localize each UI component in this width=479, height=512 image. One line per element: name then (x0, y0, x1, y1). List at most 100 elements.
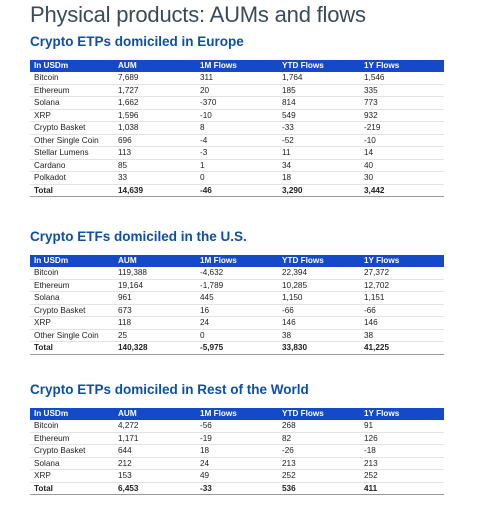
table-cell: 252 (278, 469, 360, 483)
column-header: YTD Flows (282, 256, 324, 266)
table-cell: 644 (114, 444, 196, 458)
table-cell: Cardano (30, 159, 114, 172)
table-row: Bitcoin 7,689 311 1,764 1,546 (30, 72, 444, 85)
table-cell: 311 (196, 72, 278, 85)
europe-section: Crypto ETPs domiciled in Europe In USDm A… (30, 33, 444, 197)
table-cell: 252 (360, 469, 444, 483)
table-cell: -4 (196, 134, 278, 147)
table-row: Solana 1,662 -370 814 773 (30, 96, 444, 110)
table-cell: 4,272 (114, 420, 196, 433)
table-cell: Solana (30, 291, 114, 305)
table-cell: -5,975 (196, 341, 278, 355)
table-cell: 773 (360, 96, 444, 110)
table-cell: Bitcoin (30, 420, 114, 433)
table-cell: 153 (114, 469, 196, 483)
table-cell: -3 (196, 146, 278, 160)
table-cell: -33 (278, 121, 360, 135)
table-cell: 146 (278, 316, 360, 330)
table-cell: Ethereum (30, 84, 114, 97)
table-cell: Total (30, 341, 114, 355)
column-header: 1Y Flows (364, 409, 400, 419)
table-cell: 185 (278, 84, 360, 97)
table-cell: 16 (196, 304, 278, 317)
table-cell: -56 (196, 420, 278, 433)
table-cell: 0 (196, 171, 278, 185)
table-cell: 0 (196, 329, 278, 342)
table-cell: 213 (360, 457, 444, 470)
column-header: 1M Flows (200, 61, 237, 71)
table-cell: 119,388 (114, 267, 196, 280)
table-cell: 536 (278, 481, 360, 495)
table-cell: 146 (360, 316, 444, 330)
table-cell: -66 (278, 304, 360, 317)
table-row: Bitcoin 4,272 -56 268 91 (30, 420, 444, 433)
table-cell: Crypto Basket (30, 121, 114, 135)
column-header: 1M Flows (200, 409, 237, 419)
table-cell: 126 (360, 432, 444, 445)
table-cell: 1,546 (360, 72, 444, 85)
table-cell: 85 (114, 159, 196, 172)
table-cell: 411 (360, 481, 444, 495)
table-cell: Total (30, 481, 114, 495)
table-cell: 18 (278, 171, 360, 185)
table-cell: 34 (278, 159, 360, 172)
table-cell: -18 (360, 444, 444, 458)
column-header: In USDm (34, 61, 69, 71)
table-cell: 549 (278, 109, 360, 122)
table-cell: 1,764 (278, 72, 360, 85)
table-cell: 41,225 (360, 341, 444, 355)
table-cell: 1,150 (278, 291, 360, 305)
table-cell: 91 (360, 420, 444, 433)
table-cell: 40 (360, 159, 444, 172)
table-cell: 33,830 (278, 341, 360, 355)
table-row: Crypto Basket 1,038 8 -33 -219 (30, 121, 444, 135)
table-row: XRP 118 24 146 146 (30, 316, 444, 330)
table-cell: -46 (196, 183, 278, 197)
table-row: Bitcoin 119,388 -4,632 22,394 27,372 (30, 267, 444, 280)
table-cell: Polkadot (30, 171, 114, 185)
table-row: XRP 1,596 -10 549 932 (30, 109, 444, 122)
table-cell: 8 (196, 121, 278, 135)
table-cell: 20 (196, 84, 278, 97)
table-cell: -1,789 (196, 279, 278, 292)
europe-section-title: Crypto ETPs domiciled in Europe (30, 34, 244, 49)
table-cell: 33 (114, 171, 196, 185)
table-cell: 22,394 (278, 267, 360, 280)
table-cell: -26 (278, 444, 360, 458)
table-cell: -219 (360, 121, 444, 135)
table-cell: 14 (360, 146, 444, 160)
table-cell: -33 (196, 481, 278, 495)
table-cell: 38 (360, 329, 444, 342)
table-cell: Solana (30, 457, 114, 470)
table-cell: Ethereum (30, 279, 114, 292)
table-cell: -4,632 (196, 267, 278, 280)
table-cell: 268 (278, 420, 360, 433)
table-cell: 1,151 (360, 291, 444, 305)
table-cell: 27,372 (360, 267, 444, 280)
table-row: Ethereum 1,727 20 185 335 (30, 84, 444, 97)
table-cell: 24 (196, 316, 278, 330)
total-row: Total 6,453 -33 536 411 (30, 481, 444, 495)
table-cell: -19 (196, 432, 278, 445)
table-row: Other Single Coin 696 -4 -52 -10 (30, 134, 444, 147)
table-header-row: In USDm AUM 1M Flows YTD Flows 1Y Flows (30, 408, 444, 420)
column-header: AUM (118, 61, 137, 71)
table-cell: Ethereum (30, 432, 114, 445)
table-cell: 10,285 (278, 279, 360, 292)
us-table: In USDm AUM 1M Flows YTD Flows 1Y Flows Bitc… (30, 255, 444, 355)
table-cell: Crypto Basket (30, 444, 114, 458)
table-cell: 213 (278, 457, 360, 470)
table-cell: -52 (278, 134, 360, 147)
rest-of-world-table: In USDm AUM 1M Flows YTD Flows 1Y Flows Bitc… (30, 408, 444, 495)
rest-of-world-section-title: Crypto ETPs domiciled in Rest of the Wor… (30, 382, 309, 397)
total-row: Total 140,328 -5,975 33,830 41,225 (30, 341, 444, 355)
table-cell: 7,689 (114, 72, 196, 85)
table-row: XRP 153 49 252 252 (30, 469, 444, 483)
column-header: AUM (118, 256, 137, 266)
table-cell: 1,727 (114, 84, 196, 97)
table-cell: -370 (196, 96, 278, 110)
table-cell: Total (30, 183, 114, 197)
table-row: Solana 212 24 213 213 (30, 457, 444, 470)
table-header-row: In USDm AUM 1M Flows YTD Flows 1Y Flows (30, 60, 444, 72)
table-cell: 11 (278, 146, 360, 160)
